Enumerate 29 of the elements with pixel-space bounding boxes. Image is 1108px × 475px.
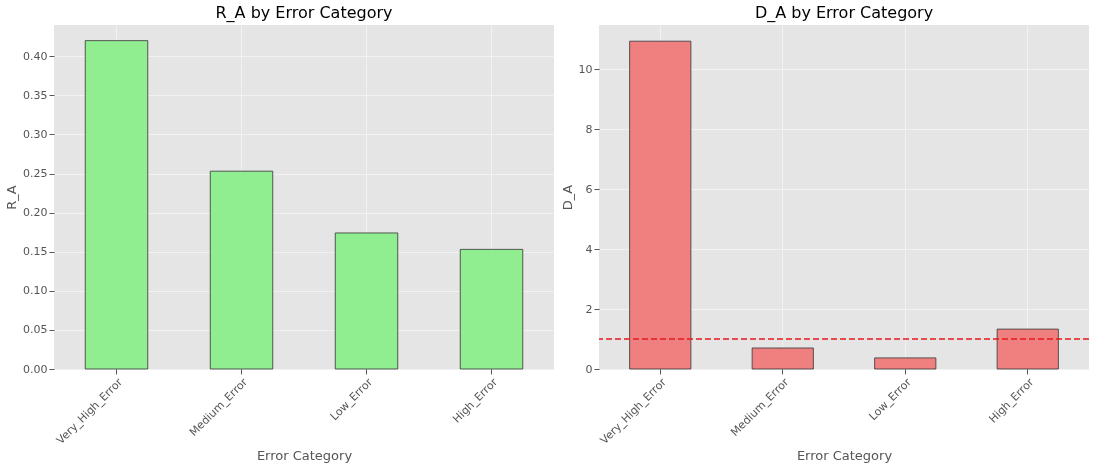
y-axis-title: R_A <box>4 185 20 210</box>
y-tick-label: 0.00 <box>23 362 48 376</box>
bar <box>629 40 692 370</box>
bar <box>751 347 814 370</box>
bar <box>459 248 524 370</box>
bar <box>334 232 399 370</box>
y-tick-label: 10 <box>578 62 593 76</box>
y-tick-label: 0.10 <box>23 284 48 298</box>
y-axis-title: D_A <box>559 184 575 211</box>
y-tick-label: 0 <box>585 362 593 376</box>
y-tick-label: 4 <box>585 242 593 256</box>
y-tick-label: 0.25 <box>23 167 48 181</box>
y-tick-label: 6 <box>585 182 593 196</box>
bar <box>996 328 1059 370</box>
chart-title: R_A by Error Category <box>215 3 393 23</box>
bar <box>209 170 274 370</box>
y-tick-label: 0.40 <box>23 49 48 63</box>
chart-title: D_A by Error Category <box>754 3 934 23</box>
x-axis-title: Error Category <box>256 448 353 464</box>
y-tick-label: 0.15 <box>23 245 48 259</box>
bar <box>84 40 149 370</box>
y-tick-label: 0.05 <box>23 323 48 337</box>
y-tick-label: 0.35 <box>23 88 48 102</box>
y-tick-label: 2 <box>585 302 593 316</box>
y-tick-label: 8 <box>585 122 593 136</box>
y-tick-label: 0.30 <box>23 127 48 141</box>
y-tick-label: 0.20 <box>23 206 48 220</box>
x-axis-title: Error Category <box>796 448 893 464</box>
bar <box>874 357 937 370</box>
